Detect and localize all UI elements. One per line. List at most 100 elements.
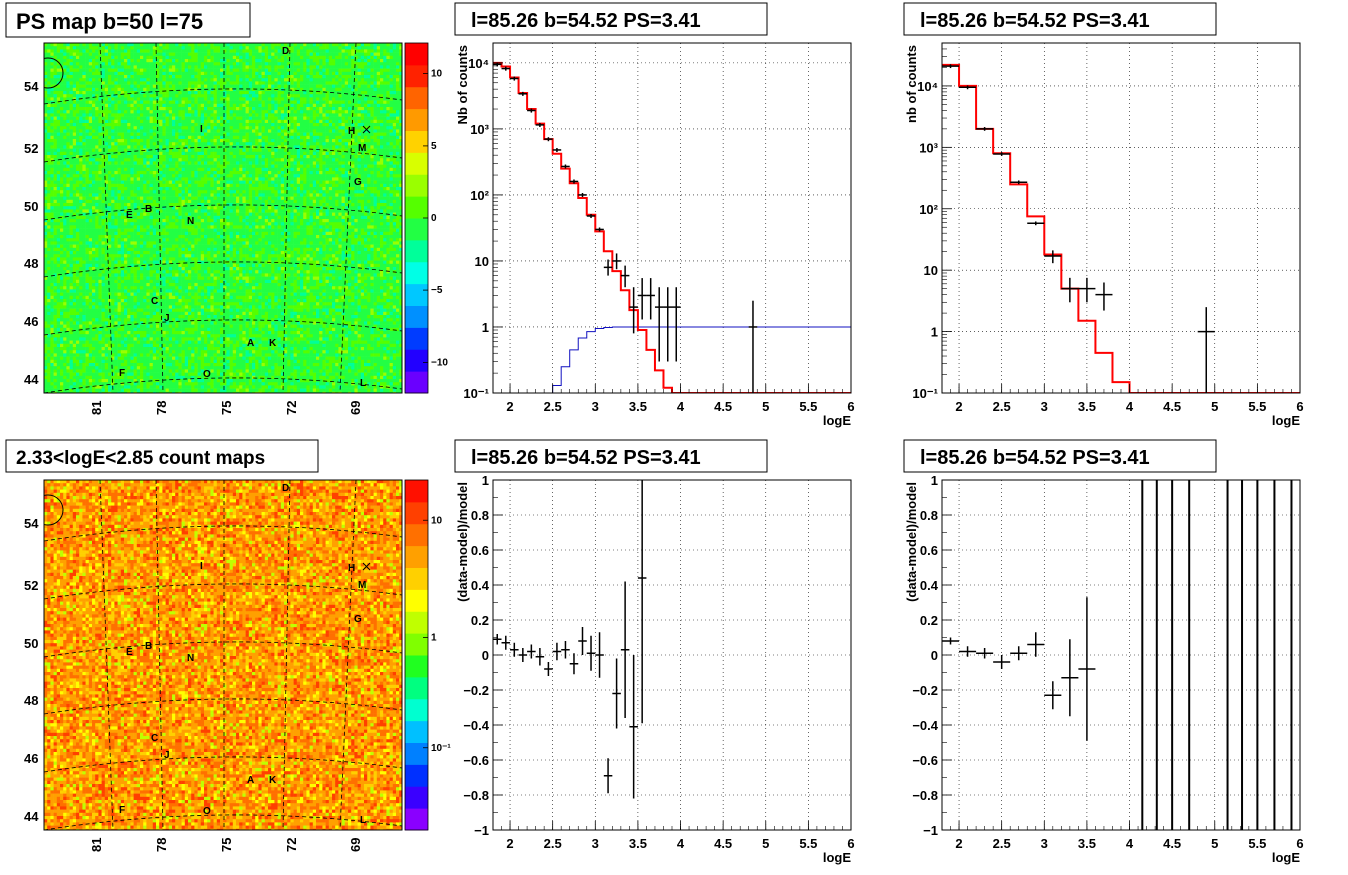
map-cell (66, 116, 70, 121)
map-cell (165, 91, 170, 95)
map-cell (184, 81, 189, 85)
map-cell (216, 123, 221, 127)
map-cell (184, 148, 189, 153)
map-cell (245, 171, 250, 175)
map-cell (335, 43, 339, 47)
map-cell (143, 71, 147, 76)
map-cell (376, 71, 381, 76)
map-cell (268, 155, 272, 159)
map-cell (165, 123, 170, 127)
map-cell (181, 62, 186, 66)
map-cell (207, 135, 211, 140)
map-cell (344, 177, 349, 181)
map-cell (79, 116, 83, 121)
map-cell (258, 155, 262, 159)
map-cell (290, 161, 294, 165)
map-cell (114, 46, 118, 50)
map-cell (290, 113, 294, 117)
map-cell (127, 139, 131, 143)
map-cell (277, 55, 282, 60)
map-cell (322, 78, 326, 82)
map-cell (181, 177, 186, 181)
map-cell (344, 49, 349, 53)
map-cell (236, 119, 240, 124)
map-cell (197, 62, 202, 66)
map-cell (108, 107, 112, 111)
map-cell (392, 107, 397, 111)
map-cell (85, 110, 90, 114)
map-cell (92, 46, 96, 50)
map-cell (63, 110, 67, 114)
map-cell (357, 46, 362, 50)
map-cell (85, 107, 90, 111)
map-cell (130, 164, 134, 169)
map-cell (184, 110, 189, 114)
map-cell (268, 100, 272, 105)
map-cell (370, 116, 374, 121)
map-cell (277, 62, 282, 66)
map-cell (101, 155, 106, 159)
map-cell (60, 97, 64, 101)
map-cell (76, 107, 80, 111)
map-cell (335, 132, 339, 137)
map-cell (328, 119, 333, 124)
map-cell (252, 49, 256, 53)
map-cell (242, 65, 246, 69)
map-cell (98, 97, 102, 101)
map-cell (130, 116, 134, 121)
map-cell (328, 142, 333, 146)
map-cell (63, 148, 67, 153)
map-cell (351, 180, 355, 185)
map-cell (354, 55, 358, 60)
map-cell (191, 62, 195, 66)
map-cell (328, 145, 333, 149)
map-cell (104, 116, 109, 121)
map-cell (136, 180, 141, 185)
map-cell (236, 62, 240, 66)
map-cell (101, 158, 106, 162)
map-cell (114, 49, 118, 53)
map-cell (255, 49, 259, 53)
map-cell (149, 91, 154, 95)
map-cell (332, 103, 336, 108)
map-cell (226, 75, 230, 79)
map-cell (296, 46, 301, 50)
map-cell (188, 142, 192, 146)
map-cell (120, 123, 125, 127)
map-cell (146, 59, 150, 63)
map-cell (252, 139, 256, 143)
map-cell (152, 68, 157, 73)
map-cell (66, 84, 70, 89)
map-cell (351, 158, 355, 162)
map-cell (287, 46, 291, 50)
map-cell (197, 113, 202, 117)
map-cell (229, 164, 234, 169)
map-cell (200, 129, 205, 133)
map-cell (303, 94, 307, 98)
map-cell (312, 119, 317, 124)
map-cell (255, 97, 259, 101)
map-cell (95, 145, 99, 149)
map-cell (328, 171, 333, 175)
map-cell (162, 84, 166, 89)
map-cell (136, 43, 141, 47)
map-cell (248, 161, 253, 165)
map-cell (181, 43, 186, 47)
map-cell (79, 52, 83, 57)
map-cell (181, 84, 186, 89)
map-cell (194, 174, 198, 178)
map-cell (319, 94, 323, 98)
map-cell (268, 161, 272, 165)
map-cell (53, 55, 58, 60)
map-cell (184, 126, 189, 130)
map-cell (194, 110, 198, 114)
map-cell (335, 155, 339, 159)
map-cell (194, 113, 198, 117)
map-cell (165, 180, 170, 185)
map-cell (232, 142, 237, 146)
map-cell (175, 84, 179, 89)
map-cell (261, 139, 266, 143)
map-cell (88, 110, 93, 114)
map-cell (364, 59, 368, 63)
map-cell (146, 142, 150, 146)
